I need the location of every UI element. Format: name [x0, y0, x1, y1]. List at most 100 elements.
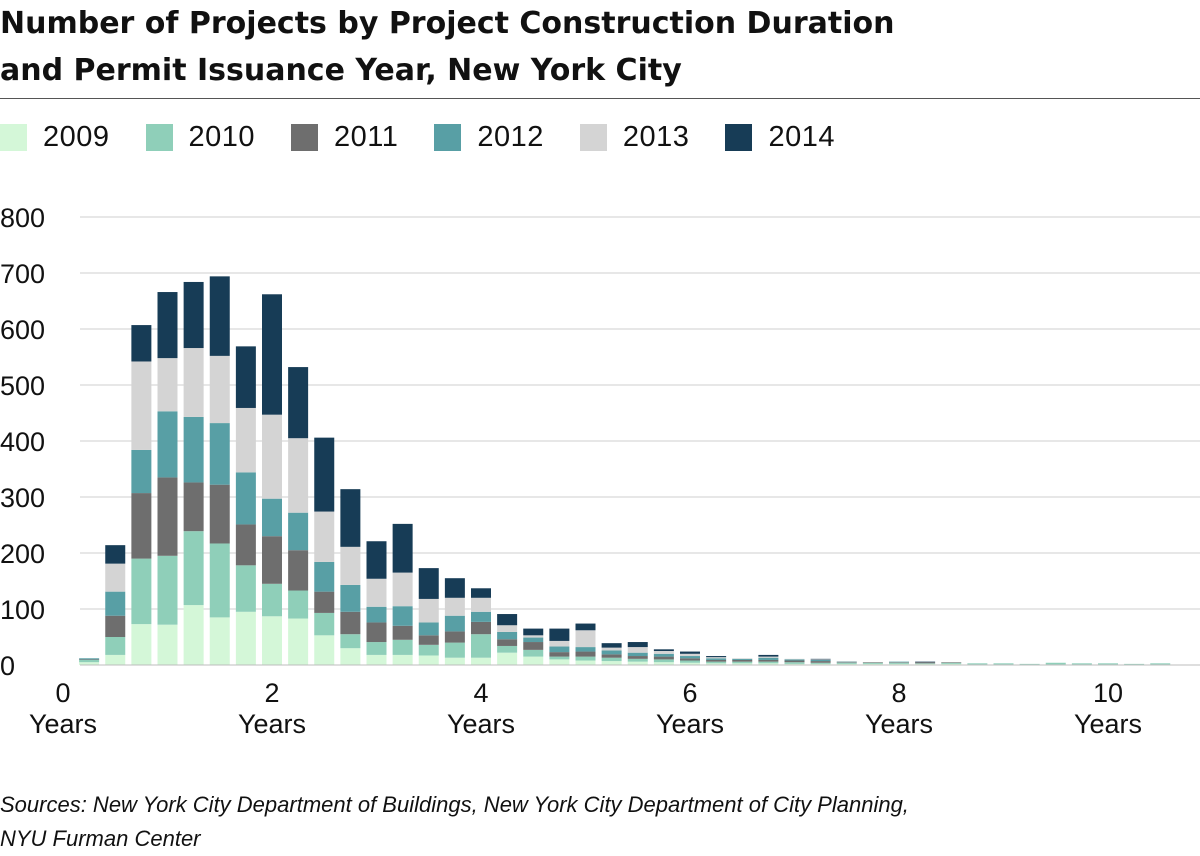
bar-segment-2012-28	[810, 659, 831, 662]
bar-segment-2014-6	[235, 346, 256, 408]
bar-segment-2013-6	[235, 407, 256, 473]
bar-segment-2013-24	[706, 657, 727, 659]
y-tick-label-500: 500	[0, 371, 45, 401]
bar-segment-2009-16	[497, 652, 518, 665]
bar-segment-2010-13	[418, 644, 439, 656]
bar-segment-2012-15	[471, 611, 491, 622]
bar-segment-2012-10	[340, 584, 361, 612]
bar-segment-2011-32	[915, 662, 936, 664]
x-tick-label-10: 10	[1093, 678, 1123, 708]
bar-segment-2013-8	[288, 438, 309, 513]
bar-segment-2011-28	[810, 661, 831, 663]
source-note: Sources: New York City Department of Bui…	[0, 788, 1180, 856]
bar-segment-2013-1	[105, 563, 126, 592]
bar-segment-2011-14	[444, 631, 465, 643]
bar-segment-2014-22	[653, 649, 674, 651]
bar-segment-2011-17	[523, 642, 544, 650]
bar-segment-2013-13	[418, 598, 439, 623]
bar-segment-2010-29	[836, 662, 857, 664]
x-tick-label-6: 6	[682, 678, 697, 708]
bar-segment-2011-7	[262, 536, 282, 584]
bar-segment-2010-33	[941, 662, 962, 664]
legend-label-2013: 2013	[622, 120, 690, 153]
y-tick-label-200: 200	[0, 539, 45, 569]
y-tick-label-400: 400	[0, 427, 45, 457]
bar-segment-2014-28	[810, 658, 831, 660]
bar-segment-2011-30	[862, 662, 883, 663]
bar-segment-2012-7	[262, 498, 282, 537]
bar-segment-2009-19	[575, 660, 596, 665]
bar-segment-2010-27	[784, 662, 805, 664]
bar-segment-2009-17	[523, 656, 544, 665]
source-line-2: NYU Furman Center	[0, 826, 201, 851]
bar-segment-2013-27	[784, 658, 805, 660]
bar-segment-2012-23	[680, 656, 700, 659]
bar-segment-2013-25	[732, 658, 753, 659]
bar-segment-2012-17	[523, 637, 544, 643]
bar-segment-2011-25	[732, 659, 753, 662]
bar-segment-2011-4	[183, 482, 204, 532]
bar-segment-2009-21	[627, 661, 648, 665]
y-tick-label-300: 300	[0, 483, 45, 513]
bar-segment-2012-1	[105, 591, 126, 616]
legend-swatch-2014	[725, 123, 753, 151]
bar-segment-2009-3	[157, 624, 178, 665]
bar-segment-2011-2	[131, 493, 152, 559]
legend-swatch-2013	[579, 123, 607, 151]
bar-segment-2012-25	[732, 658, 753, 660]
bar-segment-2011-22	[653, 656, 674, 660]
x-tick-unit-0: Years	[29, 709, 97, 739]
bar-segment-2013-22	[653, 651, 674, 654]
x-tick-unit-6: Years	[656, 709, 724, 739]
bar-segment-2010-9	[314, 612, 335, 636]
bar-segment-2010-10	[340, 634, 361, 649]
bar-segment-2010-4	[183, 531, 204, 606]
bar-segment-2011-3	[157, 477, 178, 556]
bar-segment-2014-23	[680, 651, 700, 654]
legend-label-2009: 2009	[43, 120, 110, 153]
bar-segment-2013-12	[392, 572, 413, 607]
bar-segment-2012-22	[653, 653, 674, 657]
bar-segment-2009-31	[889, 663, 909, 665]
legend-item-2010: 2010	[145, 121, 256, 154]
bar-segment-2010-0	[79, 659, 100, 663]
bar-segment-2014-10	[340, 489, 361, 547]
bar-segment-2012-8	[288, 512, 309, 551]
bar-segment-2009-9	[314, 635, 335, 665]
bar-segment-2011-16	[497, 639, 518, 646]
bar-segment-2013-20	[601, 647, 622, 651]
y-tick-label-0: 0	[0, 651, 15, 681]
x-tick-label-4: 4	[473, 678, 488, 708]
bar-segment-2011-5	[209, 484, 230, 544]
bar-segment-2014-19	[575, 623, 596, 631]
bar-segment-2011-29	[836, 662, 857, 663]
bar-segment-2010-16	[497, 645, 518, 653]
chart-title-line-1: Number of Projects by Project Constructi…	[0, 6, 895, 41]
bar-segment-2009-20	[601, 661, 622, 665]
bar-segment-2013-7	[262, 414, 282, 499]
bar-segment-2010-26	[758, 661, 779, 664]
chart-legend: 2009 2010 2011 2012 2013 2014	[0, 120, 871, 154]
bar-segment-2009-22	[653, 662, 674, 665]
x-tick-unit-2: Years	[238, 709, 306, 739]
bar-segment-2014-24	[706, 656, 727, 658]
legend-item-2014: 2014	[725, 121, 835, 154]
chart-title-line-2: and Permit Issuance Year, New York City	[0, 53, 682, 88]
bar-segment-2010-1	[105, 637, 126, 655]
bar-segment-2013-17	[523, 635, 544, 638]
bar-segment-2010-14	[444, 642, 465, 658]
bar-segment-2014-13	[418, 568, 439, 599]
bar-segment-2009-14	[444, 657, 465, 665]
bar-segment-2010-28	[810, 662, 831, 664]
bar-segment-2010-3	[157, 555, 178, 625]
bar-segment-2013-4	[183, 348, 204, 417]
bar-segment-2012-29	[836, 661, 857, 663]
bar-segment-2011-21	[627, 656, 648, 659]
legend-item-2009: 2009	[0, 121, 110, 154]
bar-segment-2012-6	[235, 472, 256, 525]
x-tick-label-2: 2	[264, 678, 279, 708]
bar-segment-2010-6	[235, 565, 256, 612]
bar-segment-2013-28	[810, 659, 831, 660]
legend-label-2014: 2014	[768, 120, 835, 153]
bar-segment-2010-35	[993, 663, 1014, 665]
